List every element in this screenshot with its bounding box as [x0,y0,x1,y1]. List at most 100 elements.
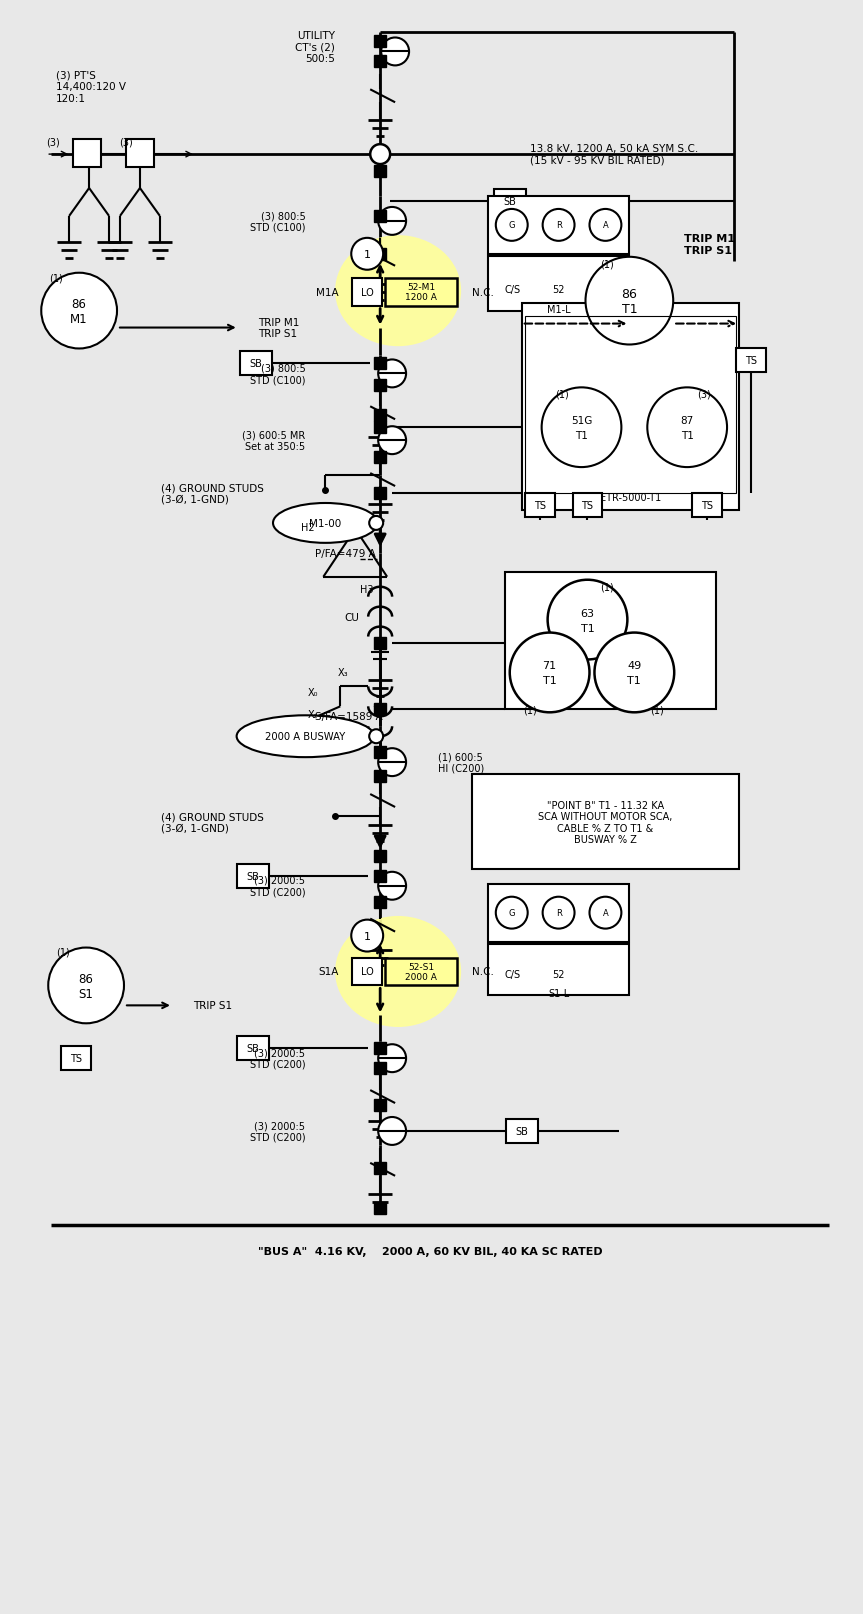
Bar [375,1162,386,1173]
Text: CU: CU [345,612,360,623]
Bar [375,421,386,434]
Bar [73,140,101,168]
Bar [375,1043,386,1054]
Bar [375,851,386,862]
Text: (4) GROUND STUDS
(3-Ø, 1-GND): (4) GROUND STUDS (3-Ø, 1-GND) [161,812,264,833]
Text: SB: SB [249,360,262,370]
Text: P/FA=479 A: P/FA=479 A [315,549,376,558]
Text: T1: T1 [543,676,557,686]
Text: TS: TS [582,500,594,510]
Text: (1): (1) [523,705,537,715]
Circle shape [585,258,673,345]
Circle shape [378,1044,406,1072]
Text: A: A [602,221,608,231]
Text: 49: 49 [627,662,641,671]
Text: (3) 800:5
STD (C100): (3) 800:5 STD (C100) [250,211,306,232]
Text: T1: T1 [575,431,588,441]
Text: (4) GROUND STUDS
(3-Ø, 1-GND): (4) GROUND STUDS (3-Ø, 1-GND) [161,483,264,505]
Text: C/S: C/S [505,284,521,294]
Text: S1A: S1A [318,967,338,976]
Text: (1): (1) [651,705,665,715]
Circle shape [495,897,527,930]
Circle shape [543,210,575,242]
Ellipse shape [273,504,378,544]
Text: X₃: X₃ [338,668,349,678]
Circle shape [543,897,575,930]
Text: M1-00: M1-00 [309,518,342,529]
Text: 86: 86 [72,299,86,312]
Text: H2: H2 [300,523,314,533]
Bar [375,410,386,421]
Circle shape [595,633,674,713]
Text: M1: M1 [70,313,88,326]
Bar [572,494,602,518]
Text: 52-S1
2000 A: 52-S1 2000 A [405,962,437,981]
Text: (3) 2000:5
STD (C200): (3) 2000:5 STD (C200) [249,875,306,897]
Bar [375,1202,386,1214]
Circle shape [378,872,406,901]
Text: 2000 A BUSWAY: 2000 A BUSWAY [265,731,345,742]
Text: 87: 87 [681,416,694,426]
Text: TS: TS [745,357,757,366]
Text: (3): (3) [47,137,60,147]
Text: M1A: M1A [316,287,338,297]
Circle shape [378,428,406,455]
Text: G: G [508,909,515,918]
Text: SB: SB [246,872,259,881]
Bar [488,884,629,943]
Text: R: R [556,909,562,918]
Circle shape [378,360,406,387]
Text: ETR-5000-T1: ETR-5000-T1 [600,492,661,502]
Circle shape [351,239,383,271]
Circle shape [370,145,390,165]
Bar [375,1062,386,1075]
Circle shape [369,516,383,531]
Bar [375,870,386,883]
Text: N.C.: N.C. [472,287,494,297]
Bar [375,704,386,717]
Text: T1: T1 [621,303,637,316]
Text: (3) 2000:5
STD (C200): (3) 2000:5 STD (C200) [249,1047,306,1070]
Text: T1: T1 [581,623,595,633]
Text: 63: 63 [581,608,595,618]
Ellipse shape [336,237,460,347]
Text: TRIP S1: TRIP S1 [192,1001,232,1010]
Bar [375,896,386,909]
Text: R: R [556,221,562,231]
Text: 13.8 kV, 1200 A, 50 kA SYM S.C.
(15 kV - 95 KV BIL RATED): 13.8 kV, 1200 A, 50 kA SYM S.C. (15 kV -… [530,144,698,166]
Bar [505,573,716,710]
Text: S/FA=1589 A: S/FA=1589 A [315,712,383,721]
Bar [385,959,457,986]
Text: LO: LO [361,287,374,297]
Circle shape [381,39,409,66]
Text: 86: 86 [79,972,93,985]
Circle shape [548,581,627,660]
Bar [375,381,386,392]
Text: (3) PT'S
14,400:120 V
120:1: (3) PT'S 14,400:120 V 120:1 [56,71,126,103]
Bar [61,1046,91,1070]
Text: (3) 600:5 MR
Set at 350:5: (3) 600:5 MR Set at 350:5 [243,429,306,452]
Circle shape [369,730,383,744]
Circle shape [495,210,527,242]
Text: 86: 86 [621,287,637,300]
Bar [375,56,386,68]
Circle shape [589,897,621,930]
Bar [494,190,526,213]
Text: (1): (1) [601,583,614,592]
Text: 52-M1
1200 A: 52-M1 1200 A [405,282,437,302]
Bar [240,352,272,376]
Text: TS: TS [533,500,545,510]
Circle shape [351,920,383,952]
Text: (1): (1) [555,389,569,399]
Text: 71: 71 [543,662,557,671]
Text: SB: SB [246,1044,259,1054]
Bar [375,638,386,649]
Bar [488,197,629,255]
Text: 52: 52 [552,970,565,980]
Bar [385,279,457,307]
Text: S1: S1 [79,988,93,1001]
Bar [375,358,386,370]
Text: G: G [508,221,515,231]
Circle shape [41,273,117,349]
Text: SB: SB [515,1127,528,1136]
